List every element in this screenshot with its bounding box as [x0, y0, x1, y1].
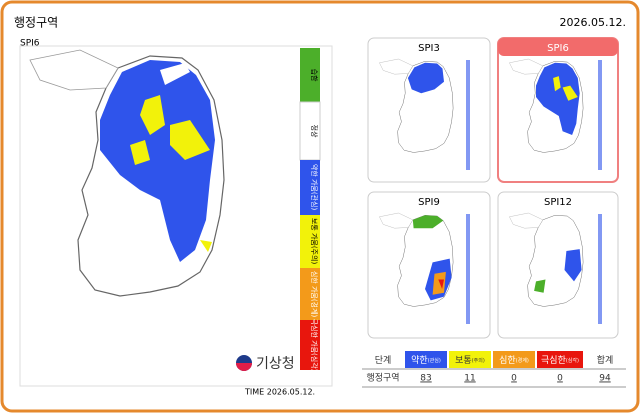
thumb-title: SPI3	[418, 43, 440, 54]
header-name: 심한	[499, 355, 516, 366]
cell: 83	[420, 374, 431, 384]
thumb-title: SPI12	[544, 197, 572, 208]
header-text: 극심한(심각)	[541, 355, 579, 366]
thumb-title: SPI6	[547, 43, 569, 54]
header-name: 단계	[375, 354, 392, 366]
legend-label: 습함	[310, 69, 319, 82]
legend-label: 정상	[310, 125, 319, 138]
main-map	[30, 50, 224, 363]
thumb-card[interactable]: SPI12	[497, 191, 619, 339]
legend-label: 보통 가뭄(주의)	[310, 218, 319, 265]
header-name: 합계	[597, 354, 614, 366]
header-cell	[363, 351, 403, 368]
page-title: 행정구역	[14, 15, 58, 30]
thumb-card[interactable]: SPI6	[497, 37, 619, 183]
header-name: 극심한	[541, 355, 566, 366]
legend: 습함 정상 약한 가뭄(관심) 보통 가뭄(주의) 심한 가뭄(경계) 극심한 …	[299, 48, 321, 372]
cell: 행정구역	[366, 372, 399, 384]
cell: 0	[557, 374, 563, 384]
header-name: 약한	[411, 354, 428, 366]
header-name: 보통	[455, 355, 472, 366]
header-cell	[493, 351, 535, 368]
header-cell	[585, 351, 625, 368]
cell: 0	[511, 374, 517, 384]
header-cell	[405, 351, 447, 368]
date: 2026.05.12.	[560, 16, 626, 29]
header-sub: (경계)	[516, 357, 529, 364]
header-text: 보통(주의)	[455, 355, 485, 366]
header-text: 단계	[375, 354, 392, 366]
header-sub: (심각)	[566, 357, 579, 364]
thumb-card[interactable]: SPI3	[367, 37, 491, 183]
cell: 94	[599, 374, 611, 384]
header-cell	[537, 351, 583, 368]
thumb-title: SPI9	[418, 197, 440, 208]
map-label: SPI6	[20, 39, 40, 49]
legend-label: 약한 가뭄(관심)	[310, 164, 319, 211]
logo-text: 기상청	[256, 356, 295, 372]
header-sub: (주의)	[472, 357, 485, 364]
time-label: TIME 2026.05.12.	[244, 388, 315, 397]
cell: 11	[464, 374, 475, 384]
header-text: 합계	[597, 354, 614, 366]
header-text: 약한(관심)	[411, 354, 441, 366]
header-text: 심한(경계)	[499, 355, 529, 366]
header-cell	[449, 351, 491, 368]
thumb-card[interactable]: SPI9	[367, 191, 491, 339]
legend-label: 극심한 가뭄(심각)	[310, 319, 319, 372]
legend-label: 심한 가뭄(경계)	[310, 271, 319, 318]
header-sub: (관심)	[428, 357, 441, 364]
